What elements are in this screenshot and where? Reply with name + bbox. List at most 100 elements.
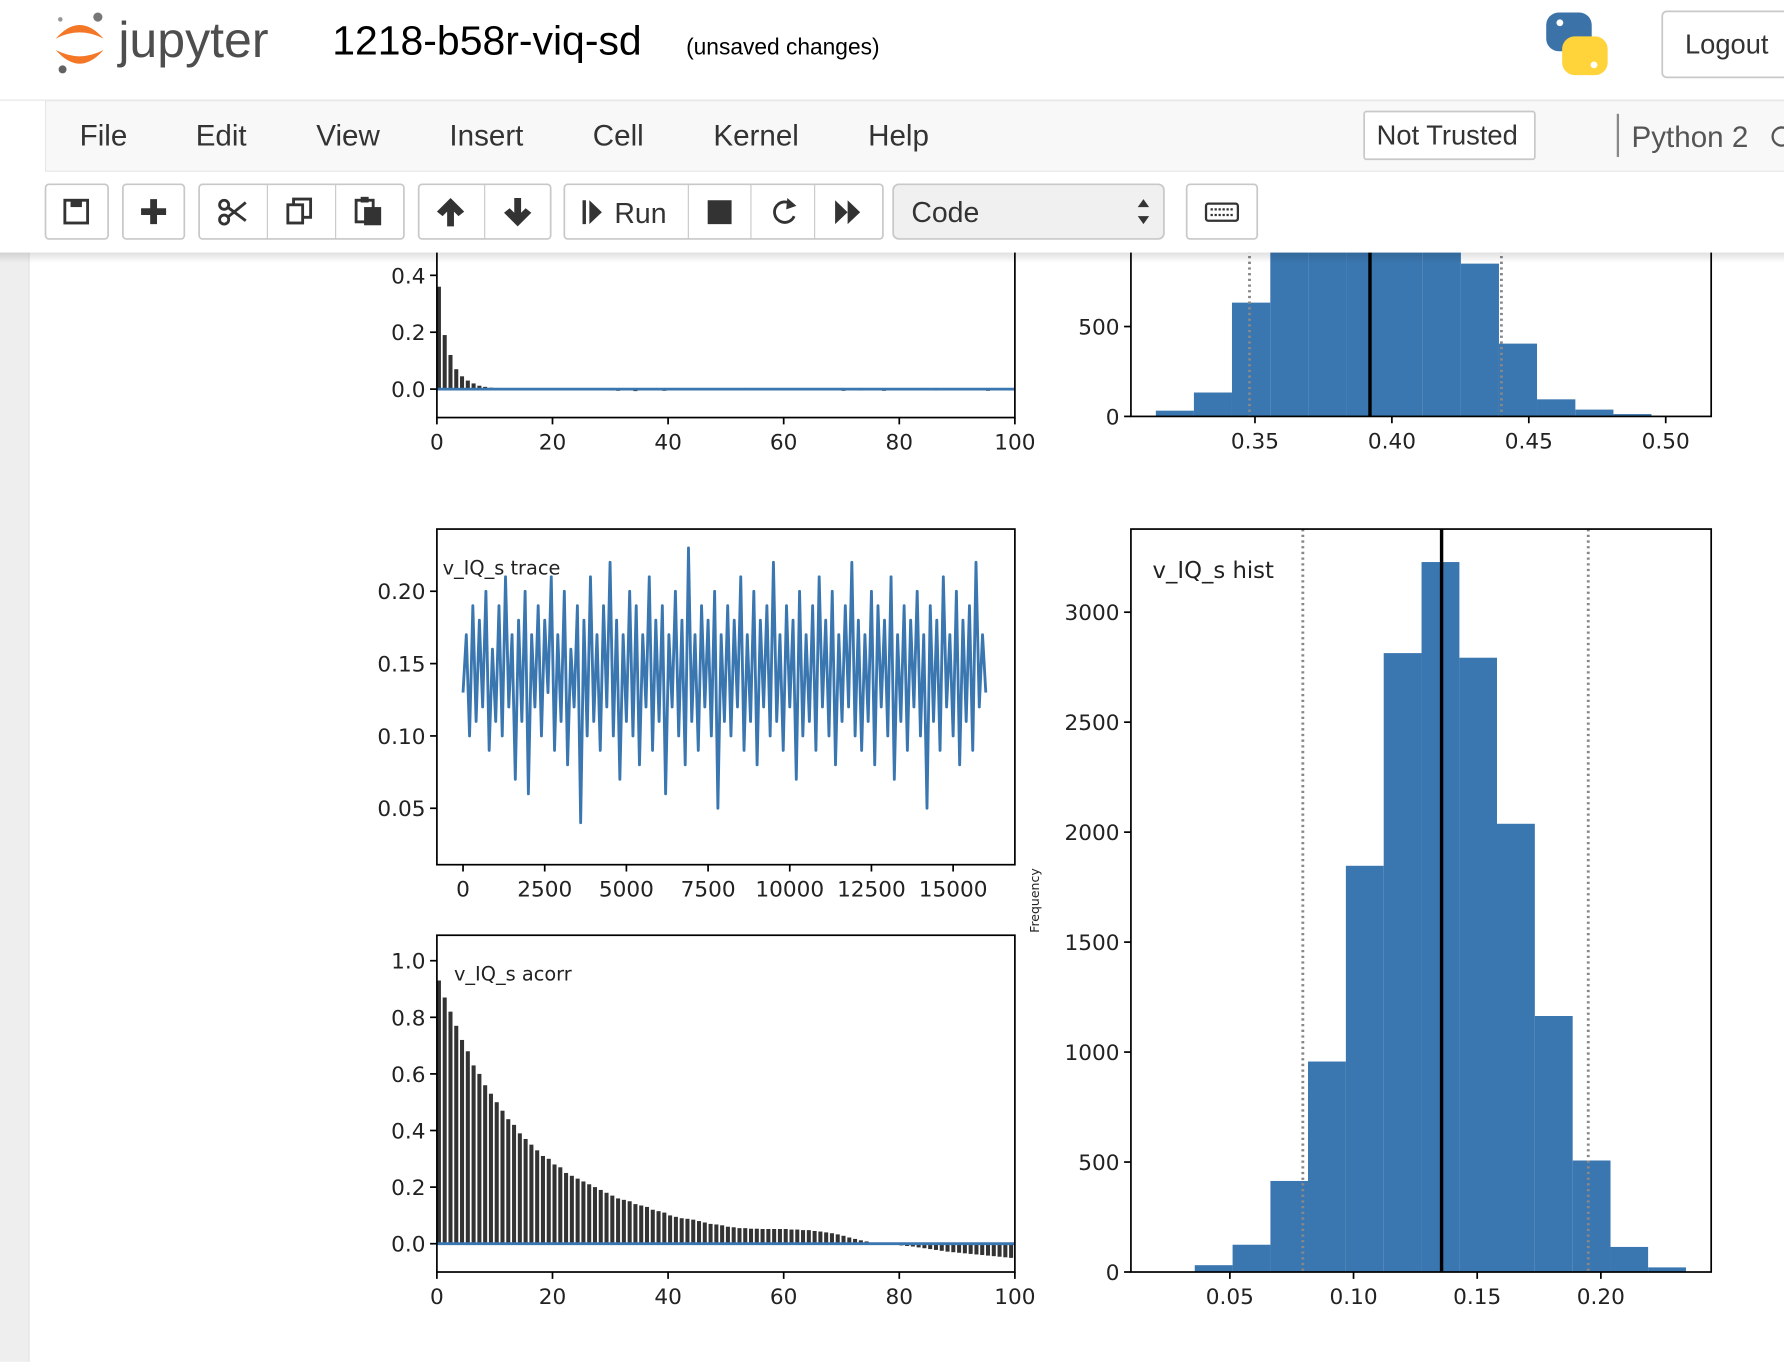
acorr-bar [535, 1150, 540, 1244]
y-tick-label: 0 [1106, 405, 1120, 430]
acorr-bar [749, 1228, 754, 1244]
acorr-bar [801, 1230, 806, 1244]
acorr-bar [853, 1238, 858, 1244]
acorr-bar [685, 1218, 690, 1244]
x-tick-label: 0.05 [1206, 1285, 1254, 1310]
x-tick-label: 0.20 [1577, 1285, 1625, 1310]
acorr-bar [679, 1218, 684, 1244]
acorr-bar [968, 1243, 973, 1254]
hist-bar [1193, 392, 1232, 417]
y-tick-label: 0.0 [391, 378, 425, 403]
acorr-bar [639, 1205, 644, 1244]
chart-title: v_IQ_s acorr [454, 963, 572, 986]
acorr-bar [471, 383, 476, 390]
acorr-bar [442, 335, 447, 390]
down-icon [504, 197, 532, 227]
y-tick-label: 0.4 [391, 264, 425, 289]
menu-item[interactable]: Cell [593, 120, 644, 153]
kernel-name: Python 2 [1632, 121, 1749, 154]
acorr-bar [806, 1230, 811, 1244]
acorr-bar [460, 1039, 465, 1244]
acorr-bar [991, 1243, 996, 1257]
acorr-bar [997, 1243, 1002, 1257]
acorr-bar [442, 997, 447, 1244]
python-logo [1546, 12, 1608, 76]
y-tick-label: 500 [1078, 315, 1119, 340]
restart-arrow [786, 197, 797, 210]
menu: File Edit View Insert Cell Kernel Help [80, 120, 929, 153]
acorr-bar [512, 1124, 517, 1244]
acorr-bar [668, 1215, 673, 1244]
acorr-bar [500, 1110, 505, 1244]
x-tick-label: 0 [430, 430, 444, 455]
acorr-bar [945, 1243, 950, 1252]
acorr-bar [933, 1243, 939, 1250]
acorr-bar [650, 1209, 655, 1244]
x-tick-label: 5000 [599, 878, 654, 903]
acorr-bar [552, 1164, 557, 1244]
x-tick-label: 0 [430, 1285, 444, 1310]
paste-icon [354, 196, 382, 226]
y-tick-label: 0.20 [377, 580, 425, 605]
acorr-bar [483, 1085, 488, 1244]
acorr-bar [604, 1192, 609, 1244]
hist-bar [1613, 414, 1652, 417]
hist-bar [1460, 263, 1499, 417]
x-tick-label: 0.15 [1453, 1285, 1501, 1310]
hist-bar [1498, 343, 1538, 417]
acorr-bar [737, 1228, 742, 1244]
hist-bar [1610, 1246, 1649, 1273]
cut-icon [218, 198, 247, 226]
y-tick-label: 1.0 [391, 950, 425, 975]
acorr-bar [569, 1175, 574, 1244]
acorr-bar [714, 1224, 719, 1244]
menu-item[interactable]: Insert [449, 120, 523, 153]
cell-type-label[interactable]: Code [911, 197, 979, 229]
acorr-bar [841, 1235, 846, 1244]
logout-button[interactable] [1661, 10, 1784, 79]
restart-icon [773, 200, 796, 224]
hist-bar [1155, 410, 1194, 417]
menu-item[interactable]: Edit [196, 120, 247, 153]
x-tick-label: 60 [770, 1285, 798, 1310]
acorr-bar [558, 1167, 563, 1244]
x-tick-label: 20 [539, 1285, 567, 1310]
x-tick-label: 60 [770, 430, 798, 455]
acorr-bar [743, 1228, 748, 1244]
run-label[interactable]: Run [614, 198, 666, 230]
axes-frame [436, 934, 1016, 1273]
save-icon [63, 198, 90, 225]
acorr-bar [454, 1025, 459, 1244]
logout-label[interactable]: Logout [1685, 28, 1769, 59]
acorr-bar [835, 1234, 840, 1244]
hist-bar [1308, 1061, 1346, 1273]
y-tick-label: 1000 [1065, 1041, 1120, 1066]
acorr-bar [691, 1219, 696, 1244]
acorr-bar [488, 1093, 493, 1244]
menu-item[interactable]: Kernel [713, 120, 799, 153]
shortcuts-button[interactable] [1185, 183, 1259, 240]
acorr-bar [725, 1226, 730, 1244]
logo-text[interactable]: jupyter [116, 12, 268, 68]
acorr-bar [789, 1229, 794, 1244]
up-icon [436, 197, 465, 227]
save-button[interactable] [44, 183, 109, 240]
trust-label[interactable]: Not Trusted [1377, 119, 1518, 150]
acorr-bar [922, 1243, 927, 1249]
acorr-bar [436, 286, 441, 390]
y-tick-label: 0.15 [377, 653, 425, 678]
acorr-bar [610, 1195, 615, 1244]
acorr-bar [720, 1225, 725, 1244]
cell-type-select[interactable] [892, 183, 1165, 240]
jupyter-logo[interactable] [55, 12, 104, 74]
notebook-name[interactable]: 1218-b58r-viq-sd [332, 18, 641, 64]
y-tick-label: 0 [1106, 1261, 1120, 1286]
trust-button[interactable] [1363, 110, 1536, 161]
x-tick-label: 15000 [919, 878, 988, 903]
menu-item[interactable]: View [316, 120, 380, 153]
menu-item[interactable]: File [80, 120, 128, 153]
acorr-bar [760, 1228, 765, 1244]
acorr-bar [772, 1228, 777, 1244]
menu-item[interactable]: Help [868, 120, 929, 153]
stop-icon [707, 200, 732, 225]
